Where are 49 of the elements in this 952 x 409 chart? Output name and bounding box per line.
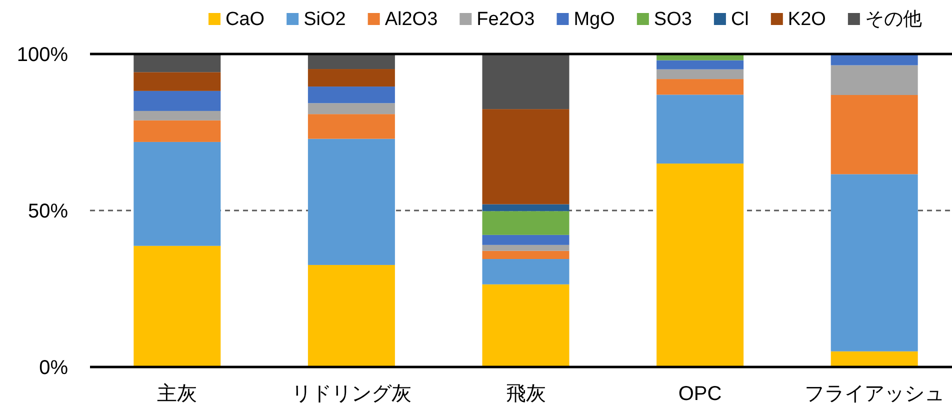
legend-label: Fe2O3 <box>476 9 535 30</box>
bar <box>134 72 221 91</box>
bar <box>656 94 744 164</box>
bar <box>308 103 395 114</box>
bar <box>134 120 221 142</box>
bar <box>308 86 395 104</box>
bar <box>308 264 395 367</box>
legend-label: SO3 <box>654 9 692 30</box>
bar <box>482 211 570 235</box>
bar <box>830 351 918 367</box>
bar <box>830 174 918 352</box>
y-tick-label: 100% <box>16 44 68 66</box>
bar <box>134 246 221 367</box>
legend-label: その他 <box>864 9 922 30</box>
bar <box>134 142 221 246</box>
x-tick-label: リドリング灰 <box>291 383 412 405</box>
legend-label: K2O <box>788 9 826 30</box>
bar <box>308 69 395 87</box>
bar <box>656 69 744 80</box>
bar <box>308 114 395 139</box>
bar <box>482 109 570 204</box>
bar <box>830 95 918 174</box>
bar <box>308 138 395 265</box>
bar <box>134 110 221 120</box>
legend-label: SiO2 <box>304 9 346 30</box>
y-tick-label: 50% <box>28 200 68 222</box>
bar <box>482 54 570 110</box>
bar <box>482 250 570 260</box>
x-tick-label: 飛灰 <box>506 383 546 405</box>
x-tick-label: 主灰 <box>157 382 198 405</box>
bar <box>482 204 570 212</box>
bar <box>656 60 744 70</box>
legend-label: Al2O3 <box>384 9 438 30</box>
bar <box>482 259 570 284</box>
bar <box>134 90 221 111</box>
x-tick-label: OPC <box>678 383 722 405</box>
bar <box>656 79 744 95</box>
legend-label: Cl <box>730 9 749 30</box>
bar <box>134 54 221 72</box>
legend-label: MgO <box>574 9 615 30</box>
legend-label: CaO <box>226 9 265 30</box>
bar <box>482 244 570 251</box>
bar <box>482 234 570 245</box>
bar <box>656 164 744 367</box>
bar <box>830 65 918 96</box>
x-tick-label: フライアッシュ <box>804 383 944 405</box>
bar <box>482 284 570 367</box>
y-tick-label: 0% <box>39 357 68 379</box>
bar <box>308 54 395 70</box>
